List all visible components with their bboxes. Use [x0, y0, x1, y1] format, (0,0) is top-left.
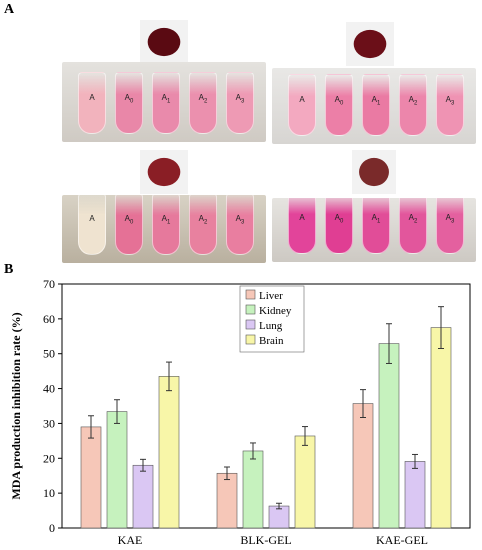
tube-5: A3	[436, 198, 464, 254]
y-tick-label: 50	[43, 347, 55, 361]
tube-photo-1: A A0 A1 A2 A3	[62, 62, 266, 142]
tube-1: A	[288, 198, 316, 254]
tube-5: A3	[226, 72, 254, 134]
x-tick-label: KAE-GEL	[376, 533, 428, 547]
bar-brain-3	[430, 327, 452, 529]
y-tick-label: 60	[43, 312, 55, 326]
bar-chart: 0 10 20 30 40 50 60 70 MDA production inhibition…	[9, 277, 471, 547]
tube-1: A	[288, 74, 316, 136]
bar-lung-1	[132, 464, 154, 529]
organ-photo-1	[140, 20, 188, 64]
tube-label: A0	[334, 95, 344, 107]
legend-swatch	[245, 289, 256, 300]
bar-liver-3	[352, 403, 374, 529]
tube-photo-2: A A0 A1 A2 A3	[272, 68, 476, 144]
tube-label: A1	[371, 95, 381, 107]
tube-label: A3	[235, 214, 245, 226]
bar-kidney-2	[242, 450, 264, 529]
legend-label: Brain	[259, 335, 284, 347]
tube-1: A	[78, 72, 106, 134]
tube-label: A1	[371, 213, 381, 225]
tube-2: A0	[115, 195, 143, 255]
bar-kidney-1	[106, 411, 128, 529]
tube-photo-4: A A0 A1 A2 A3	[272, 198, 476, 262]
tube-5: A3	[226, 195, 254, 255]
organ-photo-4	[352, 150, 396, 194]
tube-label: A	[299, 213, 305, 222]
bar-lung-3	[404, 461, 426, 529]
tube-label: A1	[161, 93, 171, 105]
tube-4: A2	[399, 74, 427, 136]
tube-photo-3: A A0 A1 A2 A3	[62, 195, 266, 263]
legend-label: Lung	[259, 320, 283, 332]
tube-label: A3	[235, 93, 245, 105]
legend-swatch	[245, 319, 256, 330]
bar-lung-2	[268, 505, 290, 529]
y-tick-label: 70	[43, 277, 55, 291]
tube-label: A3	[445, 95, 455, 107]
organ-photo-2	[346, 22, 394, 66]
x-tick-label: KAE	[118, 533, 143, 547]
bar-liver-1	[80, 426, 102, 529]
tube-4: A2	[399, 198, 427, 254]
bar-liver-2	[216, 472, 238, 529]
tube-3: A1	[362, 74, 390, 136]
tube-4: A2	[189, 72, 217, 134]
bar-brain-2	[294, 435, 316, 529]
tube-label: A	[299, 95, 305, 104]
tube-label: A	[89, 93, 95, 102]
legend-swatch	[245, 304, 256, 315]
tube-label: A2	[198, 214, 208, 226]
y-axis-label: MDA production inhibition rate (%)	[9, 312, 23, 499]
tube-2: A0	[325, 198, 353, 254]
x-tick-label: BLK-GEL	[240, 533, 291, 547]
tube-label: A3	[445, 213, 455, 225]
legend-label: Liver	[259, 290, 283, 302]
plot-frame	[61, 283, 471, 529]
tube-5: A3	[436, 74, 464, 136]
tube-label: A2	[408, 95, 418, 107]
legend-swatch	[245, 334, 256, 345]
tube-label: A	[89, 214, 95, 223]
y-tick-label: 0	[49, 521, 55, 535]
bar-kidney-3	[378, 343, 400, 529]
tube-3: A1	[152, 72, 180, 134]
tube-label: A2	[198, 93, 208, 105]
panel-a-label: A	[4, 2, 15, 17]
tube-2: A0	[115, 72, 143, 134]
tube-3: A1	[362, 198, 390, 254]
tube-2: A0	[325, 74, 353, 136]
y-tick-label: 20	[43, 451, 55, 465]
tube-label: A0	[334, 213, 344, 225]
tube-label: A1	[161, 214, 171, 226]
legend-label: Kidney	[259, 305, 292, 317]
bar-brain-1	[158, 376, 180, 529]
tube-1: A	[78, 195, 106, 255]
tube-label: A0	[124, 214, 134, 226]
organ-photo-3	[140, 150, 188, 194]
y-tick-label: 30	[43, 416, 55, 430]
tube-3: A1	[152, 195, 180, 255]
tube-label: A2	[408, 213, 418, 225]
y-tick-label: 10	[43, 486, 55, 500]
tube-label: A0	[124, 93, 134, 105]
panel-b-label: B	[4, 262, 14, 277]
tube-4: A2	[189, 195, 217, 255]
y-tick-label: 40	[43, 382, 55, 396]
